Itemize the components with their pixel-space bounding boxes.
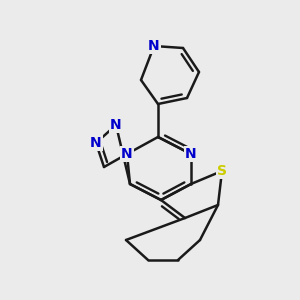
Text: N: N: [148, 39, 160, 53]
Text: N: N: [110, 118, 122, 132]
Text: N: N: [90, 136, 102, 150]
Text: S: S: [217, 164, 227, 178]
Text: N: N: [185, 147, 197, 161]
Text: N: N: [121, 147, 133, 161]
